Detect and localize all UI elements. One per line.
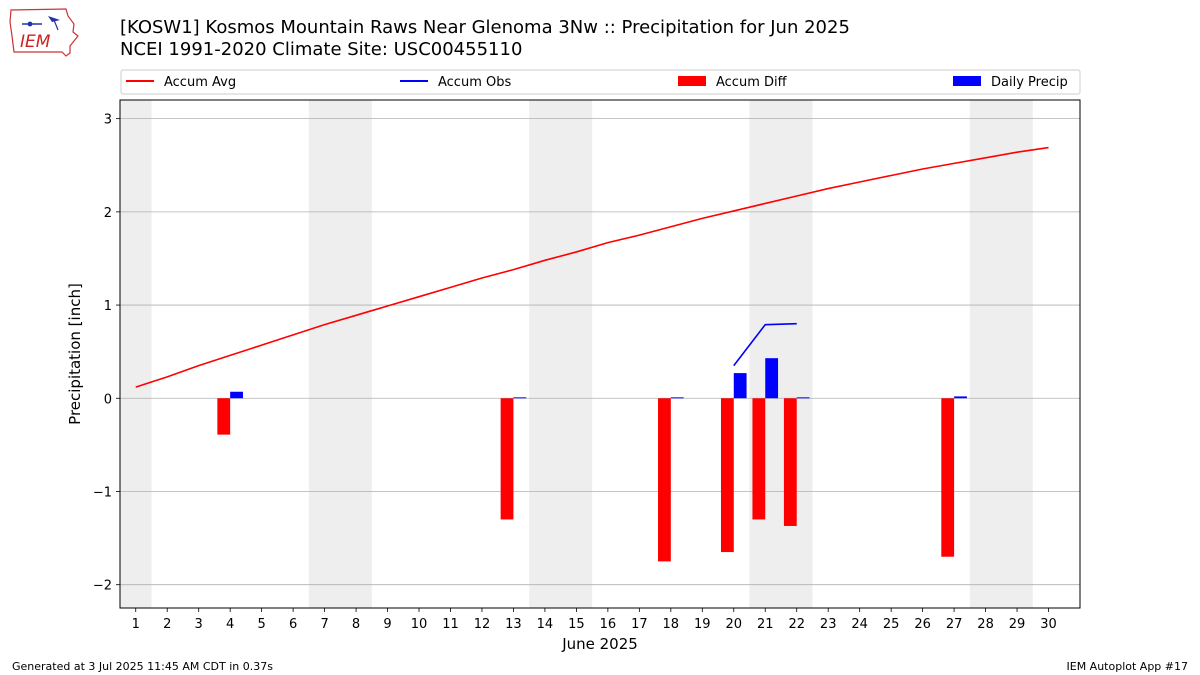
x-tick-label: 24 bbox=[851, 617, 868, 632]
x-tick-label: 3 bbox=[195, 617, 203, 632]
lines bbox=[135, 146, 1049, 388]
accum-diff-bar bbox=[941, 398, 955, 557]
x-tick-label: 27 bbox=[946, 617, 963, 632]
x-tick-label: 5 bbox=[257, 617, 265, 632]
x-tick-label: 25 bbox=[883, 617, 900, 632]
plot-frame bbox=[119, 99, 1081, 609]
weekend-band bbox=[969, 100, 1033, 608]
daily-precip-bar bbox=[670, 397, 684, 399]
legend-swatch bbox=[678, 76, 706, 86]
x-tick-label: 19 bbox=[694, 617, 711, 632]
x-tick-label: 15 bbox=[568, 617, 585, 632]
footer-app: IEM Autoplot App #17 bbox=[1066, 660, 1189, 673]
accum-diff-bar bbox=[752, 398, 766, 520]
x-tick-label: 2 bbox=[163, 617, 171, 632]
weekend-band bbox=[529, 100, 593, 608]
chart-subtitle: NCEI 1991-2020 Climate Site: USC00455110 bbox=[120, 39, 523, 60]
daily-precip-bar bbox=[733, 373, 747, 399]
y-tick-label: −2 bbox=[93, 579, 112, 594]
accum-diff-bar bbox=[658, 398, 671, 562]
x-tick-label: 17 bbox=[631, 617, 648, 632]
y-tick-label: 2 bbox=[104, 206, 112, 221]
x-tick-label: 8 bbox=[352, 617, 360, 632]
legend-label: Daily Precip bbox=[991, 75, 1068, 90]
y-tick-label: −1 bbox=[93, 485, 112, 500]
accum-diff-bar bbox=[783, 398, 797, 526]
x-tick-label: 20 bbox=[725, 617, 742, 632]
x-tick-label: 14 bbox=[537, 617, 554, 632]
x-tick-label: 7 bbox=[320, 617, 328, 632]
x-axis-label: June 2025 bbox=[561, 635, 638, 653]
legend-box bbox=[120, 69, 1081, 95]
x-tick-label: 13 bbox=[505, 617, 522, 632]
accum-avg-line bbox=[135, 146, 1049, 388]
x-tick-label: 21 bbox=[757, 617, 774, 632]
daily-precip-bar bbox=[513, 397, 527, 399]
x-tick-label: 30 bbox=[1040, 617, 1057, 632]
y-tick-label: 1 bbox=[104, 299, 112, 314]
accum-obs-line bbox=[733, 322, 797, 367]
footer-generated: Generated at 3 Jul 2025 11:45 AM CDT in … bbox=[12, 660, 273, 673]
x-tick-label: 4 bbox=[226, 617, 234, 632]
daily-precip-bar bbox=[954, 396, 967, 399]
legend-label: Accum Avg bbox=[164, 75, 236, 90]
x-tick-label: 16 bbox=[600, 617, 617, 632]
accum-diff-bar bbox=[217, 398, 231, 435]
iowa-outline bbox=[9, 8, 79, 57]
x-tick-label: 11 bbox=[442, 617, 459, 632]
y-axis-label: Precipitation [inch] bbox=[66, 283, 84, 425]
weekend-band bbox=[120, 100, 152, 608]
legend-swatch bbox=[953, 76, 981, 86]
weekend-band bbox=[749, 100, 813, 608]
x-tick-label: 12 bbox=[474, 617, 491, 632]
legend-label: Accum Diff bbox=[716, 75, 788, 90]
weekend-band bbox=[308, 100, 372, 608]
accum-diff-bar bbox=[720, 398, 734, 553]
y-tick-label: 0 bbox=[104, 392, 112, 407]
x-tick-label: 29 bbox=[1009, 617, 1026, 632]
x-tick-label: 10 bbox=[411, 617, 428, 632]
x-tick-label: 18 bbox=[663, 617, 680, 632]
grid-lines bbox=[120, 118, 1080, 586]
daily-precip-bar bbox=[230, 391, 243, 399]
logo-text: IEM bbox=[20, 32, 51, 52]
x-tick-label: 23 bbox=[820, 617, 837, 632]
legend: Accum Avg Accum Obs Accum Diff Daily Precip bbox=[120, 69, 1081, 95]
x-tick-label: 1 bbox=[132, 617, 140, 632]
weekend-bands bbox=[120, 100, 1033, 608]
iem-logo: IEM bbox=[9, 8, 79, 57]
x-tick-label: 6 bbox=[289, 617, 297, 632]
x-tick-label: 26 bbox=[914, 617, 931, 632]
chart-title: [KOSW1] Kosmos Mountain Raws Near Glenom… bbox=[120, 17, 850, 38]
daily-precip-bar bbox=[796, 397, 810, 399]
x-tick-label: 28 bbox=[977, 617, 994, 632]
legend-label: Accum Obs bbox=[438, 75, 511, 90]
x-tick-label: 9 bbox=[383, 617, 391, 632]
y-tick-label: 3 bbox=[104, 113, 112, 128]
daily-precip-bar bbox=[765, 358, 779, 399]
bars bbox=[217, 358, 967, 562]
x-tick-label: 22 bbox=[788, 617, 805, 632]
accum-diff-bar bbox=[500, 398, 514, 520]
